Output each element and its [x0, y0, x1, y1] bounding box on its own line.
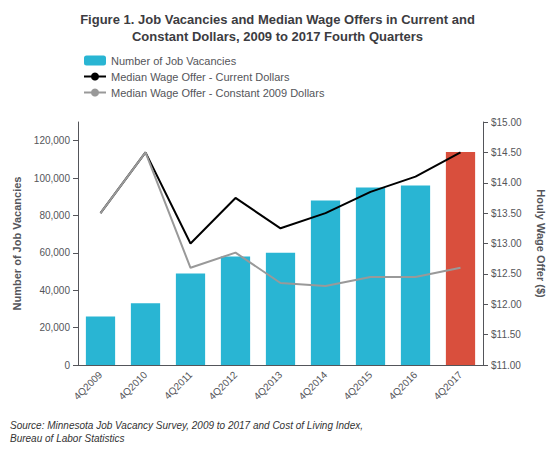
svg-text:$12.00: $12.00	[491, 299, 522, 310]
svg-text:Houly Wage Offer ($): Houly Wage Offer ($)	[535, 189, 547, 298]
svg-text:$15.00: $15.00	[491, 117, 522, 128]
svg-text:60,000: 60,000	[39, 247, 70, 258]
svg-text:Number of Job Vacancies: Number of Job Vacancies	[111, 55, 237, 67]
svg-text:Bureau of Labor Statistics: Bureau of Labor Statistics	[10, 433, 125, 444]
svg-text:20,000: 20,000	[39, 322, 70, 333]
svg-text:$11.50: $11.50	[491, 329, 521, 340]
svg-text:4Q2010: 4Q2010	[116, 369, 149, 402]
svg-text:40,000: 40,000	[39, 285, 70, 296]
svg-text:4Q2017: 4Q2017	[431, 369, 464, 402]
svg-text:4Q2012: 4Q2012	[206, 369, 239, 402]
svg-text:$13.00: $13.00	[491, 238, 522, 249]
svg-text:4Q2014: 4Q2014	[296, 369, 329, 402]
svg-text:80,000: 80,000	[39, 210, 70, 221]
svg-text:$14.00: $14.00	[491, 177, 522, 188]
svg-text:Figure 1. Job Vacancies and Me: Figure 1. Job Vacancies and Median Wage …	[80, 12, 475, 27]
svg-text:4Q2013: 4Q2013	[251, 369, 284, 402]
svg-text:$11.00: $11.00	[491, 360, 521, 371]
svg-text:120,000: 120,000	[34, 135, 71, 146]
svg-text:Source: Minnesota Job Vacancy: Source: Minnesota Job Vacancy Survey, 20…	[10, 420, 363, 431]
svg-text:4Q2015: 4Q2015	[341, 369, 374, 402]
svg-text:Median Wage Offer - Current Do: Median Wage Offer - Current Dollars	[111, 71, 290, 83]
svg-text:Median Wage Offer - Constant 2: Median Wage Offer - Constant 2009 Dollar…	[111, 87, 325, 99]
svg-text:$12.50: $12.50	[491, 268, 522, 279]
svg-text:Constant Dollars, 2009 to 2017: Constant Dollars, 2009 to 2017 Fourth Qu…	[132, 29, 423, 44]
svg-text:0: 0	[64, 360, 70, 371]
svg-text:100,000: 100,000	[34, 173, 71, 184]
svg-text:4Q2009: 4Q2009	[71, 369, 104, 402]
svg-text:4Q2016: 4Q2016	[386, 369, 419, 402]
svg-text:4Q2011: 4Q2011	[162, 369, 195, 402]
svg-text:$14.50: $14.50	[491, 147, 522, 158]
svg-text:Number of Job Vacancies: Number of Job Vacancies	[11, 177, 23, 311]
svg-text:$13.50: $13.50	[491, 208, 522, 219]
